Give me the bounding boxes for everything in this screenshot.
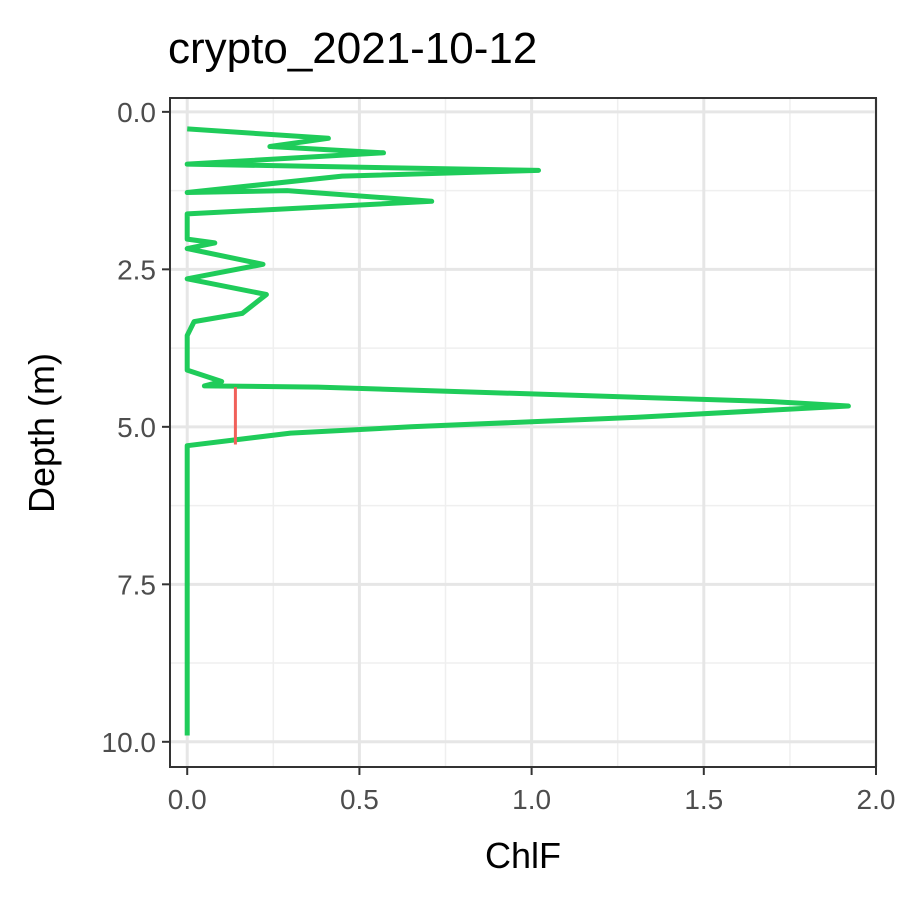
x-axis: 0.0 0.5 1.0 1.5 2.0 xyxy=(168,767,896,815)
y-tick-label: 5.0 xyxy=(117,412,156,443)
y-axis: 0.0 2.5 5.0 7.5 10.0 xyxy=(102,97,170,758)
y-tick-label: 0.0 xyxy=(117,97,156,128)
y-tick-label: 10.0 xyxy=(102,727,157,758)
x-axis-title: ChlF xyxy=(485,835,561,876)
y-tick-label: 7.5 xyxy=(117,569,156,600)
y-axis-title: Depth (m) xyxy=(21,353,62,513)
x-tick-label: 0.5 xyxy=(340,784,379,815)
x-tick-label: 1.5 xyxy=(684,784,723,815)
chart-title: crypto_2021-10-12 xyxy=(168,24,537,73)
x-tick-label: 0.0 xyxy=(168,784,207,815)
x-tick-label: 1.0 xyxy=(512,784,551,815)
x-tick-label: 2.0 xyxy=(857,784,896,815)
y-tick-label: 2.5 xyxy=(117,254,156,285)
plot-panel-border xyxy=(169,97,877,768)
chlf-profile-line xyxy=(184,126,851,736)
data-series xyxy=(184,126,851,736)
